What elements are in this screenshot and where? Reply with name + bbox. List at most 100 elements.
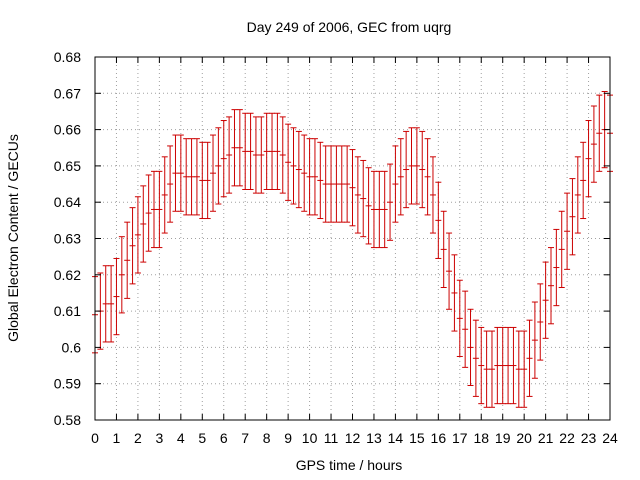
y-tick-label: 0.58 xyxy=(54,412,81,428)
error-bar xyxy=(258,116,265,194)
error-bar xyxy=(295,130,302,209)
error-bars xyxy=(92,90,613,408)
error-bar xyxy=(338,145,345,223)
x-tick-label: 10 xyxy=(302,430,318,446)
x-tick-label: 19 xyxy=(495,430,511,446)
error-bar xyxy=(145,174,152,252)
error-bar xyxy=(499,326,506,405)
x-tick-label: 18 xyxy=(473,430,489,446)
x-tick-label: 6 xyxy=(220,430,228,446)
error-bar xyxy=(558,210,565,289)
error-bar xyxy=(365,167,372,245)
x-axis-label: GPS time / hours xyxy=(296,457,403,473)
tick-marks xyxy=(94,56,611,421)
error-bar xyxy=(311,138,318,216)
error-bar xyxy=(188,138,195,216)
error-bar xyxy=(285,123,292,201)
error-bar xyxy=(317,141,324,220)
y-tick-label: 0.6 xyxy=(62,339,82,355)
error-bar xyxy=(376,170,383,249)
error-bar xyxy=(413,127,420,205)
error-bar xyxy=(322,145,329,223)
x-tick-label: 11 xyxy=(324,430,339,446)
x-tick-label: 12 xyxy=(345,430,361,446)
x-tick-label: 14 xyxy=(388,430,404,446)
error-bar xyxy=(328,145,335,223)
error-bar xyxy=(199,141,206,220)
x-tick-label: 20 xyxy=(516,430,532,446)
y-tick-label: 0.67 xyxy=(54,85,81,101)
error-bar xyxy=(381,170,388,249)
x-tick-label: 16 xyxy=(431,430,447,446)
error-bar xyxy=(242,112,249,190)
x-tick-label: 2 xyxy=(134,430,142,446)
error-bar xyxy=(134,196,141,274)
error-bar xyxy=(564,192,571,270)
error-bar xyxy=(429,156,436,234)
y-axis-label: Global Electron Content / GECUs xyxy=(5,134,21,342)
error-bar xyxy=(140,185,147,263)
error-bar xyxy=(537,283,544,361)
error-bar xyxy=(494,326,501,405)
x-tick-label: 23 xyxy=(581,430,597,446)
error-bar xyxy=(167,145,174,223)
x-tick-label: 24 xyxy=(602,430,618,446)
error-bar xyxy=(279,116,286,194)
error-bar xyxy=(542,261,549,339)
error-bar xyxy=(488,330,495,408)
x-tick-label: 4 xyxy=(177,430,185,446)
error-bar xyxy=(590,105,597,183)
error-bar xyxy=(172,134,179,212)
error-bar xyxy=(226,116,233,194)
error-bar xyxy=(440,210,447,289)
error-bar xyxy=(510,326,517,405)
x-tick-labels: 0 1 2 3 4 5 6 7 8 9 10 11 12 13 14 15 16 17 18 19 20 21 22 23 24 xyxy=(91,430,618,446)
error-bar xyxy=(472,319,479,397)
error-bar xyxy=(526,319,533,397)
chart-title: Day 249 of 2006, GEC from uqrg xyxy=(247,19,452,35)
error-bar xyxy=(124,221,131,299)
error-bar xyxy=(333,145,340,223)
x-tick-label: 0 xyxy=(91,430,99,446)
error-bar xyxy=(306,138,313,216)
y-tick-label: 0.64 xyxy=(54,194,81,210)
error-bar xyxy=(553,228,560,307)
error-bar xyxy=(392,145,399,223)
error-bar xyxy=(446,232,453,310)
error-bar xyxy=(193,138,200,216)
error-bar xyxy=(547,247,554,325)
x-tick-label: 15 xyxy=(409,430,425,446)
error-bar xyxy=(236,109,243,187)
error-bar xyxy=(108,265,115,343)
error-bar xyxy=(301,134,308,212)
error-bar xyxy=(505,326,512,405)
error-bar xyxy=(515,330,522,408)
error-bar xyxy=(269,112,276,190)
error-bar xyxy=(118,236,125,314)
error-bar xyxy=(177,134,184,212)
error-bar xyxy=(451,254,458,332)
x-tick-label: 3 xyxy=(155,430,163,446)
error-bar xyxy=(263,112,270,190)
y-tick-label: 0.68 xyxy=(54,49,81,65)
y-tick-labels: 0.58 0.59 0.6 0.61 0.62 0.63 0.64 0.65 0.66 0.67 0… xyxy=(54,49,81,428)
error-bar xyxy=(215,127,222,205)
error-bar xyxy=(456,279,463,357)
error-bar xyxy=(370,170,377,249)
error-bar xyxy=(344,145,351,223)
error-bar xyxy=(467,308,474,387)
error-bar xyxy=(580,141,587,220)
error-bar xyxy=(349,149,356,227)
x-tick-label: 1 xyxy=(113,430,121,446)
error-bar xyxy=(102,265,109,343)
error-bar xyxy=(478,326,485,405)
error-bar xyxy=(387,163,394,241)
error-bar xyxy=(290,127,297,205)
error-bar xyxy=(403,130,410,209)
error-bar xyxy=(408,127,415,205)
error-bar xyxy=(397,138,404,216)
error-bar xyxy=(462,290,469,368)
y-tick-label: 0.63 xyxy=(54,231,81,247)
x-tick-label: 22 xyxy=(559,430,575,446)
